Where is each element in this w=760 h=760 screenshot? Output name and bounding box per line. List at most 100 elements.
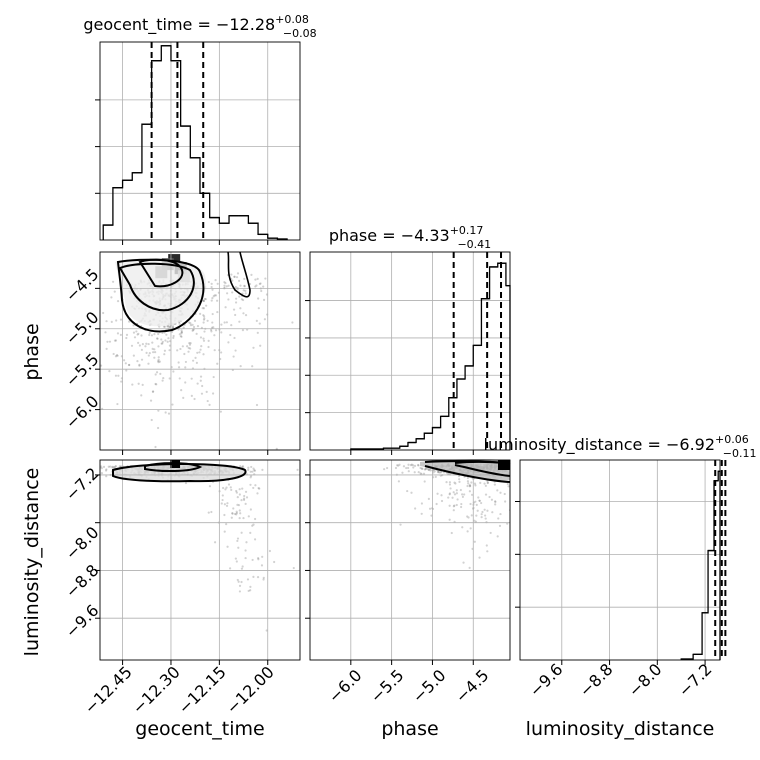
ld-vs-geocent-point: [260, 564, 264, 567]
ld-vs-phase-point: [516, 468, 518, 470]
phase-vs-geocent-point: [182, 326, 185, 329]
ld-vs-phase-point: [383, 468, 386, 471]
phase-vs-geocent-point: [114, 374, 118, 377]
ld-vs-phase-point: [511, 528, 513, 530]
ld-vs-phase-point: [543, 464, 545, 466]
ld-vs-geocent-point: [233, 512, 237, 516]
ld-vs-geocent-point: [221, 494, 224, 497]
phase-vs-geocent-point: [235, 297, 238, 300]
ld-vs-phase-point: [595, 467, 597, 469]
phase-vs-geocent-point: [214, 294, 218, 297]
ld-vs-phase-point: [555, 464, 557, 466]
ld-vs-geocent-point: [227, 483, 231, 486]
ld-vs-phase-point: [527, 468, 529, 470]
ld-vs-geocent-point: [109, 465, 112, 468]
phase-vs-geocent-point: [168, 344, 172, 347]
phase-vs-geocent-point: [167, 412, 171, 415]
ld-vs-phase-point: [534, 467, 536, 469]
ld-vs-phase-point: [468, 483, 471, 487]
ld-vs-phase-point: [571, 470, 573, 472]
phase-vs-geocent-point: [207, 339, 210, 342]
ld-vs-phase-point: [528, 473, 530, 475]
ld-vs-phase-point: [440, 499, 444, 503]
ld-vs-phase-point: [494, 503, 497, 506]
ytick-phase-5.0: −5.0: [62, 308, 103, 349]
ld-vs-geocent-point: [235, 491, 238, 494]
ld-vs-phase-point: [517, 467, 519, 469]
ld-vs-phase-point: [533, 473, 535, 475]
ld-vs-phase-point: [496, 535, 499, 538]
ld-vs-phase-point: [421, 467, 424, 470]
phase-vs-geocent-point: [243, 277, 246, 280]
ld-vs-phase-point: [531, 469, 533, 471]
ld-vs-phase-point: [518, 495, 520, 497]
ld-vs-phase-point: [503, 492, 506, 496]
phase-vs-geocent-point: [33, 416, 35, 418]
ld-vs-phase-point: [427, 468, 431, 472]
phase-vs-geocent-point: [112, 352, 115, 356]
ytick-phase-6.0: −6.0: [62, 392, 103, 433]
ld-vs-phase-point: [514, 473, 516, 475]
phase-vs-geocent-point: [211, 392, 215, 395]
geocent-time-hist-frame: [99, 41, 301, 241]
ld-vs-phase-point: [557, 464, 559, 466]
ld-vs-phase-point: [517, 472, 519, 474]
ld-vs-geocent-point: [244, 549, 247, 552]
ld-vs-phase-point: [484, 493, 488, 496]
phase-vs-geocent-point: [115, 319, 118, 322]
phase-vs-geocent-point: [199, 375, 203, 378]
phase-vs-geocent-point: [203, 330, 206, 333]
ld-vs-phase-point: [448, 481, 452, 484]
xtick-phase-6.0: −6.0: [325, 666, 366, 707]
ld-vs-phase-point: [530, 477, 532, 479]
ld-vs-geocent-point: [252, 523, 255, 526]
ld-vs-geocent-point: [256, 492, 259, 495]
phase-vs-geocent-point: [251, 365, 254, 368]
geocent-time-hist-step-line: [102, 45, 288, 240]
phase-vs-geocent-point: [244, 292, 247, 295]
ylabel-luminosity-distance: luminosity_distance: [21, 468, 43, 657]
ld-vs-phase-point: [413, 464, 417, 467]
phase-vs-geocent-point: [162, 376, 165, 380]
phase-vs-geocent-point: [157, 409, 160, 412]
ld-vs-phase-point: [529, 468, 531, 470]
ld-vs-geocent-point: [236, 496, 239, 499]
ld-vs-geocent-point: [242, 498, 246, 501]
ld-vs-phase-point: [470, 481, 473, 484]
title-geocent-time: geocent_time = −12.28+0.08 −0.08: [83, 13, 316, 40]
ld-vs-phase-point: [530, 464, 532, 466]
phase-vs-geocent-point: [145, 351, 148, 355]
ld-vs-phase-point: [488, 495, 491, 499]
ld-vs-geocent-point: [231, 511, 234, 515]
phase-vs-geocent-point: [156, 426, 160, 430]
phase-vs-geocent-point: [69, 357, 71, 359]
phase-hist-frame: [309, 251, 511, 451]
ld-vs-geocent-point: [221, 486, 225, 490]
phase-vs-geocent-point: [211, 297, 214, 300]
phase-vs-geocent-point: [203, 297, 207, 301]
phase-vs-geocent-point: [157, 360, 160, 363]
ld-vs-phase-point: [419, 466, 422, 470]
phase-vs-geocent-point: [230, 273, 233, 276]
phase-vs-geocent-point: [238, 279, 241, 282]
ld-vs-phase-point: [517, 467, 519, 469]
ld-vs-geocent-point: [256, 576, 260, 579]
phase-vs-geocent-point: [202, 339, 206, 342]
ld-vs-phase-point: [523, 463, 525, 465]
phase-vs-geocent-point: [157, 345, 160, 348]
title-luminosity-distance: luminosity_distance = −6.92+0.06 −0.11: [484, 433, 757, 460]
ld-vs-phase-point: [521, 473, 523, 475]
ld-vs-geocent-point: [254, 484, 257, 487]
ld-vs-geocent-point: [253, 469, 256, 472]
phase-vs-geocent-point: [206, 399, 209, 403]
phase-vs-geocent-point: [189, 322, 192, 325]
phase-vs-geocent-point: [150, 418, 153, 422]
phase-vs-geocent-point: [128, 320, 131, 323]
phase-vs-geocent-point: [196, 351, 199, 354]
phase-vs-geocent-point: [203, 315, 206, 318]
phase-vs-geocent-point: [262, 285, 265, 288]
ld-vs-phase-point: [498, 524, 502, 527]
phase-vs-geocent-point: [133, 336, 137, 339]
ld-vs-geocent-point: [257, 556, 260, 560]
ld-vs-phase-point: [462, 561, 465, 564]
